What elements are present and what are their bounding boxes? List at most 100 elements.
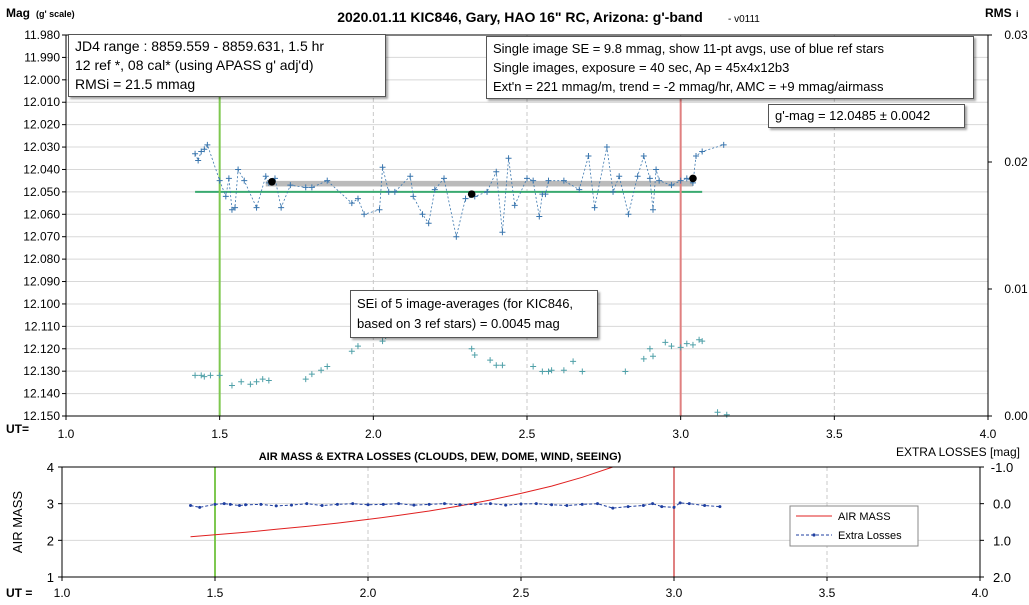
sei-box-line: based on 3 ref stars) = 0.0045 mag: [357, 316, 560, 331]
extra-losses-point: [259, 502, 263, 506]
extra-losses-point: [678, 501, 682, 505]
extra-losses-point: [718, 505, 722, 509]
top-y-tick-label: 12.030: [23, 140, 60, 154]
top-y-axis-label-sub: (g' scale): [36, 9, 75, 19]
rms-point: [570, 358, 577, 365]
mag-series-line: [194, 143, 724, 237]
rms-point: [468, 345, 475, 352]
mag-point: [287, 182, 294, 189]
extra-losses-point: [290, 503, 293, 507]
top-y-tick-label: 11.990: [24, 50, 60, 64]
mag-point: [431, 186, 438, 193]
top-y2-tick-label: 0.00: [1004, 409, 1028, 423]
top-y-tick-label: 12.100: [23, 297, 60, 311]
mag-point: [419, 211, 426, 218]
mag-point: [646, 175, 653, 182]
rms-point: [539, 368, 546, 375]
top-y-tick-label: 12.110: [24, 319, 60, 333]
extra-losses-point: [534, 502, 538, 506]
extra-losses-point: [672, 505, 676, 509]
rms-point: [228, 382, 235, 389]
rms-point: [548, 367, 555, 374]
average-point: [467, 190, 476, 198]
mag-point: [302, 184, 309, 191]
mag-point: [361, 211, 368, 218]
mag-point: [677, 177, 684, 184]
top-y-tick-label: 11.980: [24, 28, 60, 42]
bottom-x-tick-label: 3.0: [666, 586, 683, 600]
rms-point: [318, 367, 325, 374]
rms-point: [714, 409, 721, 416]
top-y-tick-label: 12.010: [23, 95, 60, 109]
mag-point: [425, 220, 432, 227]
extra-losses-point: [189, 504, 193, 507]
extra-losses-point: [519, 502, 523, 506]
top-y-tick-label: 12.000: [23, 73, 60, 87]
bottom-y2-tick-label: 2.0: [993, 570, 1011, 585]
mag-point: [616, 173, 623, 180]
top-y-tick-label: 12.070: [23, 230, 60, 244]
mag-point: [591, 204, 598, 211]
mag-point: [585, 153, 592, 160]
info-box-line: JD4 range : 8859.559 - 8859.631, 1.5 hr: [75, 38, 325, 54]
extra-losses-point: [274, 504, 278, 508]
mean-band: [265, 180, 693, 187]
top-x-tick-label: 4.0: [980, 427, 997, 441]
extra-losses-point: [351, 502, 355, 506]
rms-point: [471, 352, 478, 359]
rms-point: [668, 343, 675, 350]
extra-losses-point: [626, 505, 630, 509]
legend-box: [789, 505, 919, 547]
top-x-tick-label: 3.5: [826, 427, 843, 441]
bottom-plot-frame: [61, 466, 981, 578]
mag-point: [235, 166, 242, 173]
bottom-y2-tick-label: -1.0: [991, 460, 1013, 475]
rms-point: [216, 372, 223, 379]
mag-point: [376, 206, 383, 213]
rms-point: [622, 368, 629, 375]
extra-losses-point: [443, 502, 446, 506]
bottom-y-tick-label: 3: [47, 497, 54, 512]
bottom-x-tick-label: 1.5: [207, 586, 224, 600]
air-mass-line: [190, 467, 615, 538]
bottom-y-tick-label: 4: [47, 460, 54, 475]
extra-losses-point: [366, 503, 370, 507]
info-box-line: RMSi = 21.5 mmag: [75, 76, 196, 92]
legend: AIR MASS Extra Losses: [789, 505, 919, 547]
top-x-tick-label: 1.0: [58, 427, 75, 441]
mag-point: [668, 182, 675, 189]
mag-point: [640, 153, 647, 160]
rms-point: [650, 353, 657, 360]
mag-point: [324, 177, 331, 184]
mag-point: [198, 148, 205, 155]
bottom-chart-title: AIR MASS & EXTRA LOSSES (CLOUDS, DEW, DO…: [259, 451, 622, 463]
extra-losses-point: [596, 502, 599, 506]
mag-point: [699, 148, 706, 155]
bottom-y-tick-label: 1: [47, 570, 54, 585]
settings-box-line: Single image SE = 9.8 mmag, show 11-pt a…: [493, 41, 885, 56]
mag-point: [201, 146, 208, 153]
rms-point: [308, 371, 315, 378]
extra-losses-point: [488, 502, 492, 506]
rms-point: [487, 357, 494, 364]
mag-point: [453, 233, 460, 240]
mag-point: [441, 175, 448, 182]
mag-point: [542, 191, 549, 198]
extra-losses-point: [237, 504, 241, 507]
mag-point: [511, 202, 518, 209]
top-y2-tick-label: 0.01: [1004, 282, 1028, 296]
mag-point: [379, 164, 386, 171]
top-chart-version: - v0111: [728, 14, 760, 25]
extra-losses-point: [381, 502, 385, 506]
mag-point: [278, 204, 285, 211]
top-x-tick-label: 2.0: [365, 427, 382, 441]
rms-point: [324, 363, 331, 370]
rms-point: [201, 373, 208, 380]
mag-point: [610, 188, 617, 195]
average-point: [689, 174, 697, 183]
rms-point: [259, 376, 266, 383]
settings-box: Single image SE = 9.8 mmag, show 11-pt a…: [486, 36, 974, 99]
top-y-axis-label: Mag: [6, 6, 30, 20]
mag-result-box: g'-mag = 12.0485 ± 0.0042: [768, 104, 965, 128]
